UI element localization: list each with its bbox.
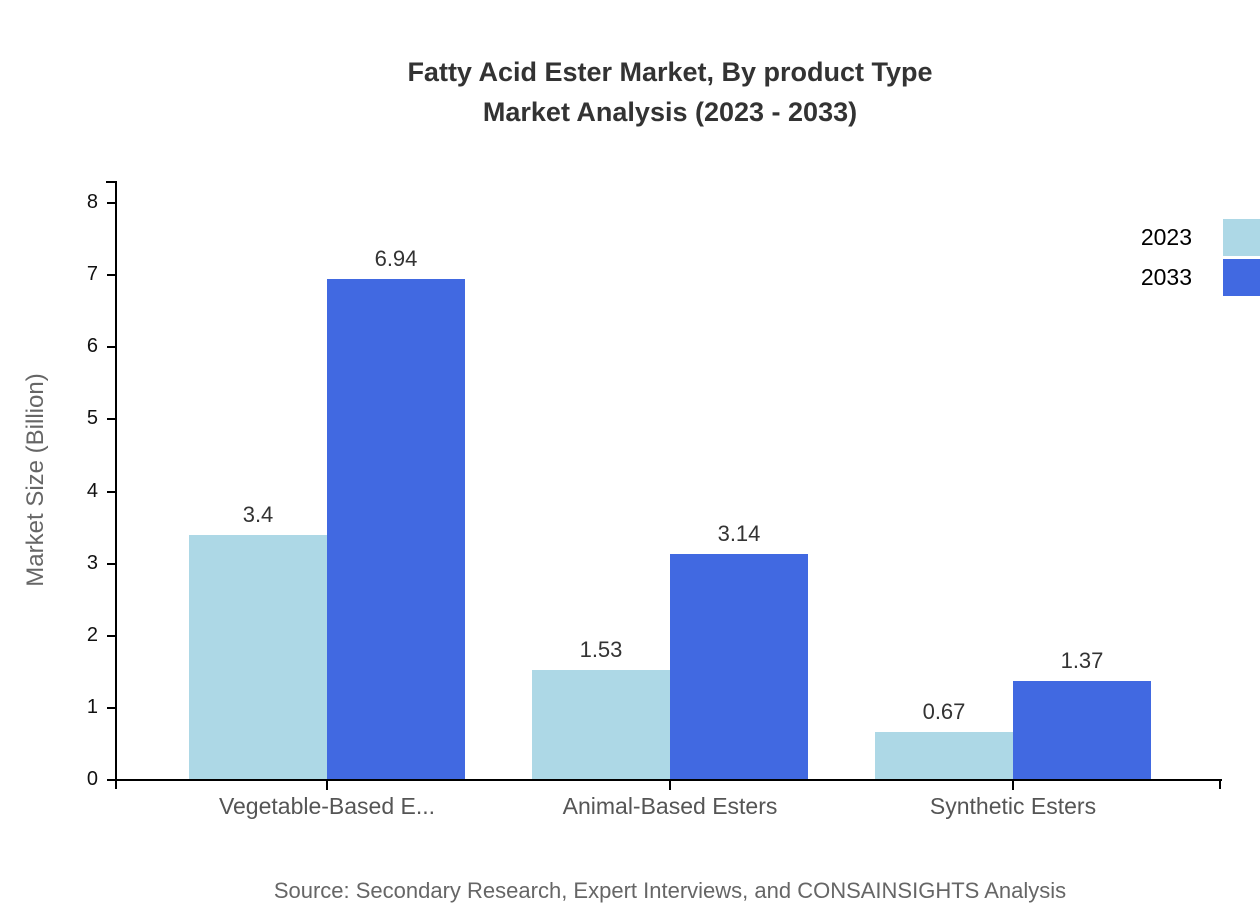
- chart-title: Fatty Acid Ester Market, By product Type…: [80, 52, 1260, 132]
- y-axis-tick-4: [107, 490, 115, 493]
- x-axis-outer-tick-1: [1219, 779, 1221, 789]
- y-axis-tick-5: [107, 418, 115, 421]
- legend-swatch-2023: [1223, 219, 1260, 256]
- bar-2033-category-1: [670, 553, 808, 780]
- bar-value-label-2023-category-2: 0.67: [922, 698, 966, 724]
- bar-value-label-2033-category-0: 6.94: [374, 246, 418, 272]
- legend: 2023 2033: [1141, 219, 1260, 296]
- chart-title-line-1: Fatty Acid Ester Market, By product Type: [407, 57, 933, 87]
- y-axis-tick-label-1: 1: [86, 695, 98, 718]
- y-axis-tick-1: [107, 706, 115, 709]
- y-axis-tick-label-3: 3: [86, 551, 98, 574]
- x-axis-outer-tick-0: [115, 779, 117, 789]
- y-axis-tick-label-7: 7: [86, 263, 98, 286]
- y-axis-tick-0: [107, 779, 115, 781]
- x-axis-tick-category-0: [326, 781, 328, 790]
- bar-2023-category-1: [532, 669, 670, 780]
- bar-2023-category-0: [189, 534, 327, 780]
- y-axis-line: [115, 181, 117, 782]
- chart-title-line-2: Market Analysis (2023 - 2033): [482, 97, 858, 127]
- legend-label-2023: 2023: [1140, 224, 1192, 250]
- y-axis-tick-label-0: 0: [86, 768, 98, 790]
- x-axis-tick-category-1: [669, 781, 671, 790]
- legend-swatch-2033: [1223, 259, 1260, 296]
- bar-value-label-2023-category-1: 1.53: [579, 636, 623, 662]
- bar-value-label-2033-category-1: 3.14: [717, 520, 761, 546]
- x-axis-tick-category-2: [1012, 781, 1014, 790]
- bar-value-label-2023-category-0: 3.4: [242, 501, 274, 527]
- x-axis-category-label-2: Synthetic Esters: [929, 793, 1097, 819]
- source-note: Source: Secondary Research, Expert Inter…: [273, 878, 1067, 903]
- y-axis-tick-3: [107, 562, 115, 565]
- legend-item-2023: 2023: [1141, 219, 1260, 256]
- y-axis-top-outer-tick: [106, 181, 115, 183]
- legend-item-2033: 2033: [1141, 259, 1260, 296]
- y-axis-tick-7: [107, 274, 115, 277]
- bar-2023-category-2: [875, 731, 1013, 780]
- bar-value-label-2033-category-2: 1.37: [1060, 648, 1104, 674]
- x-axis-line: [115, 779, 1222, 781]
- y-axis-tick-label-8: 8: [86, 191, 98, 213]
- y-axis-tick-2: [107, 634, 115, 637]
- x-axis-category-label-0: Vegetable-Based E...: [218, 793, 436, 819]
- x-axis-category-label-1: Animal-Based Esters: [562, 793, 778, 819]
- bar-2033-category-2: [1013, 681, 1151, 780]
- y-axis-tick-label-6: 6: [86, 335, 98, 358]
- y-axis-tick-6: [107, 346, 115, 349]
- legend-label-2033: 2033: [1140, 264, 1192, 290]
- y-axis-tick-label-2: 2: [86, 623, 98, 646]
- bar-2033-category-0: [327, 279, 465, 780]
- y-axis-tick-label-4: 4: [86, 479, 98, 502]
- y-axis-title: Market Size (Billion): [22, 373, 49, 587]
- y-axis-tick-label-5: 5: [86, 407, 98, 430]
- y-axis-tick-8: [107, 202, 115, 204]
